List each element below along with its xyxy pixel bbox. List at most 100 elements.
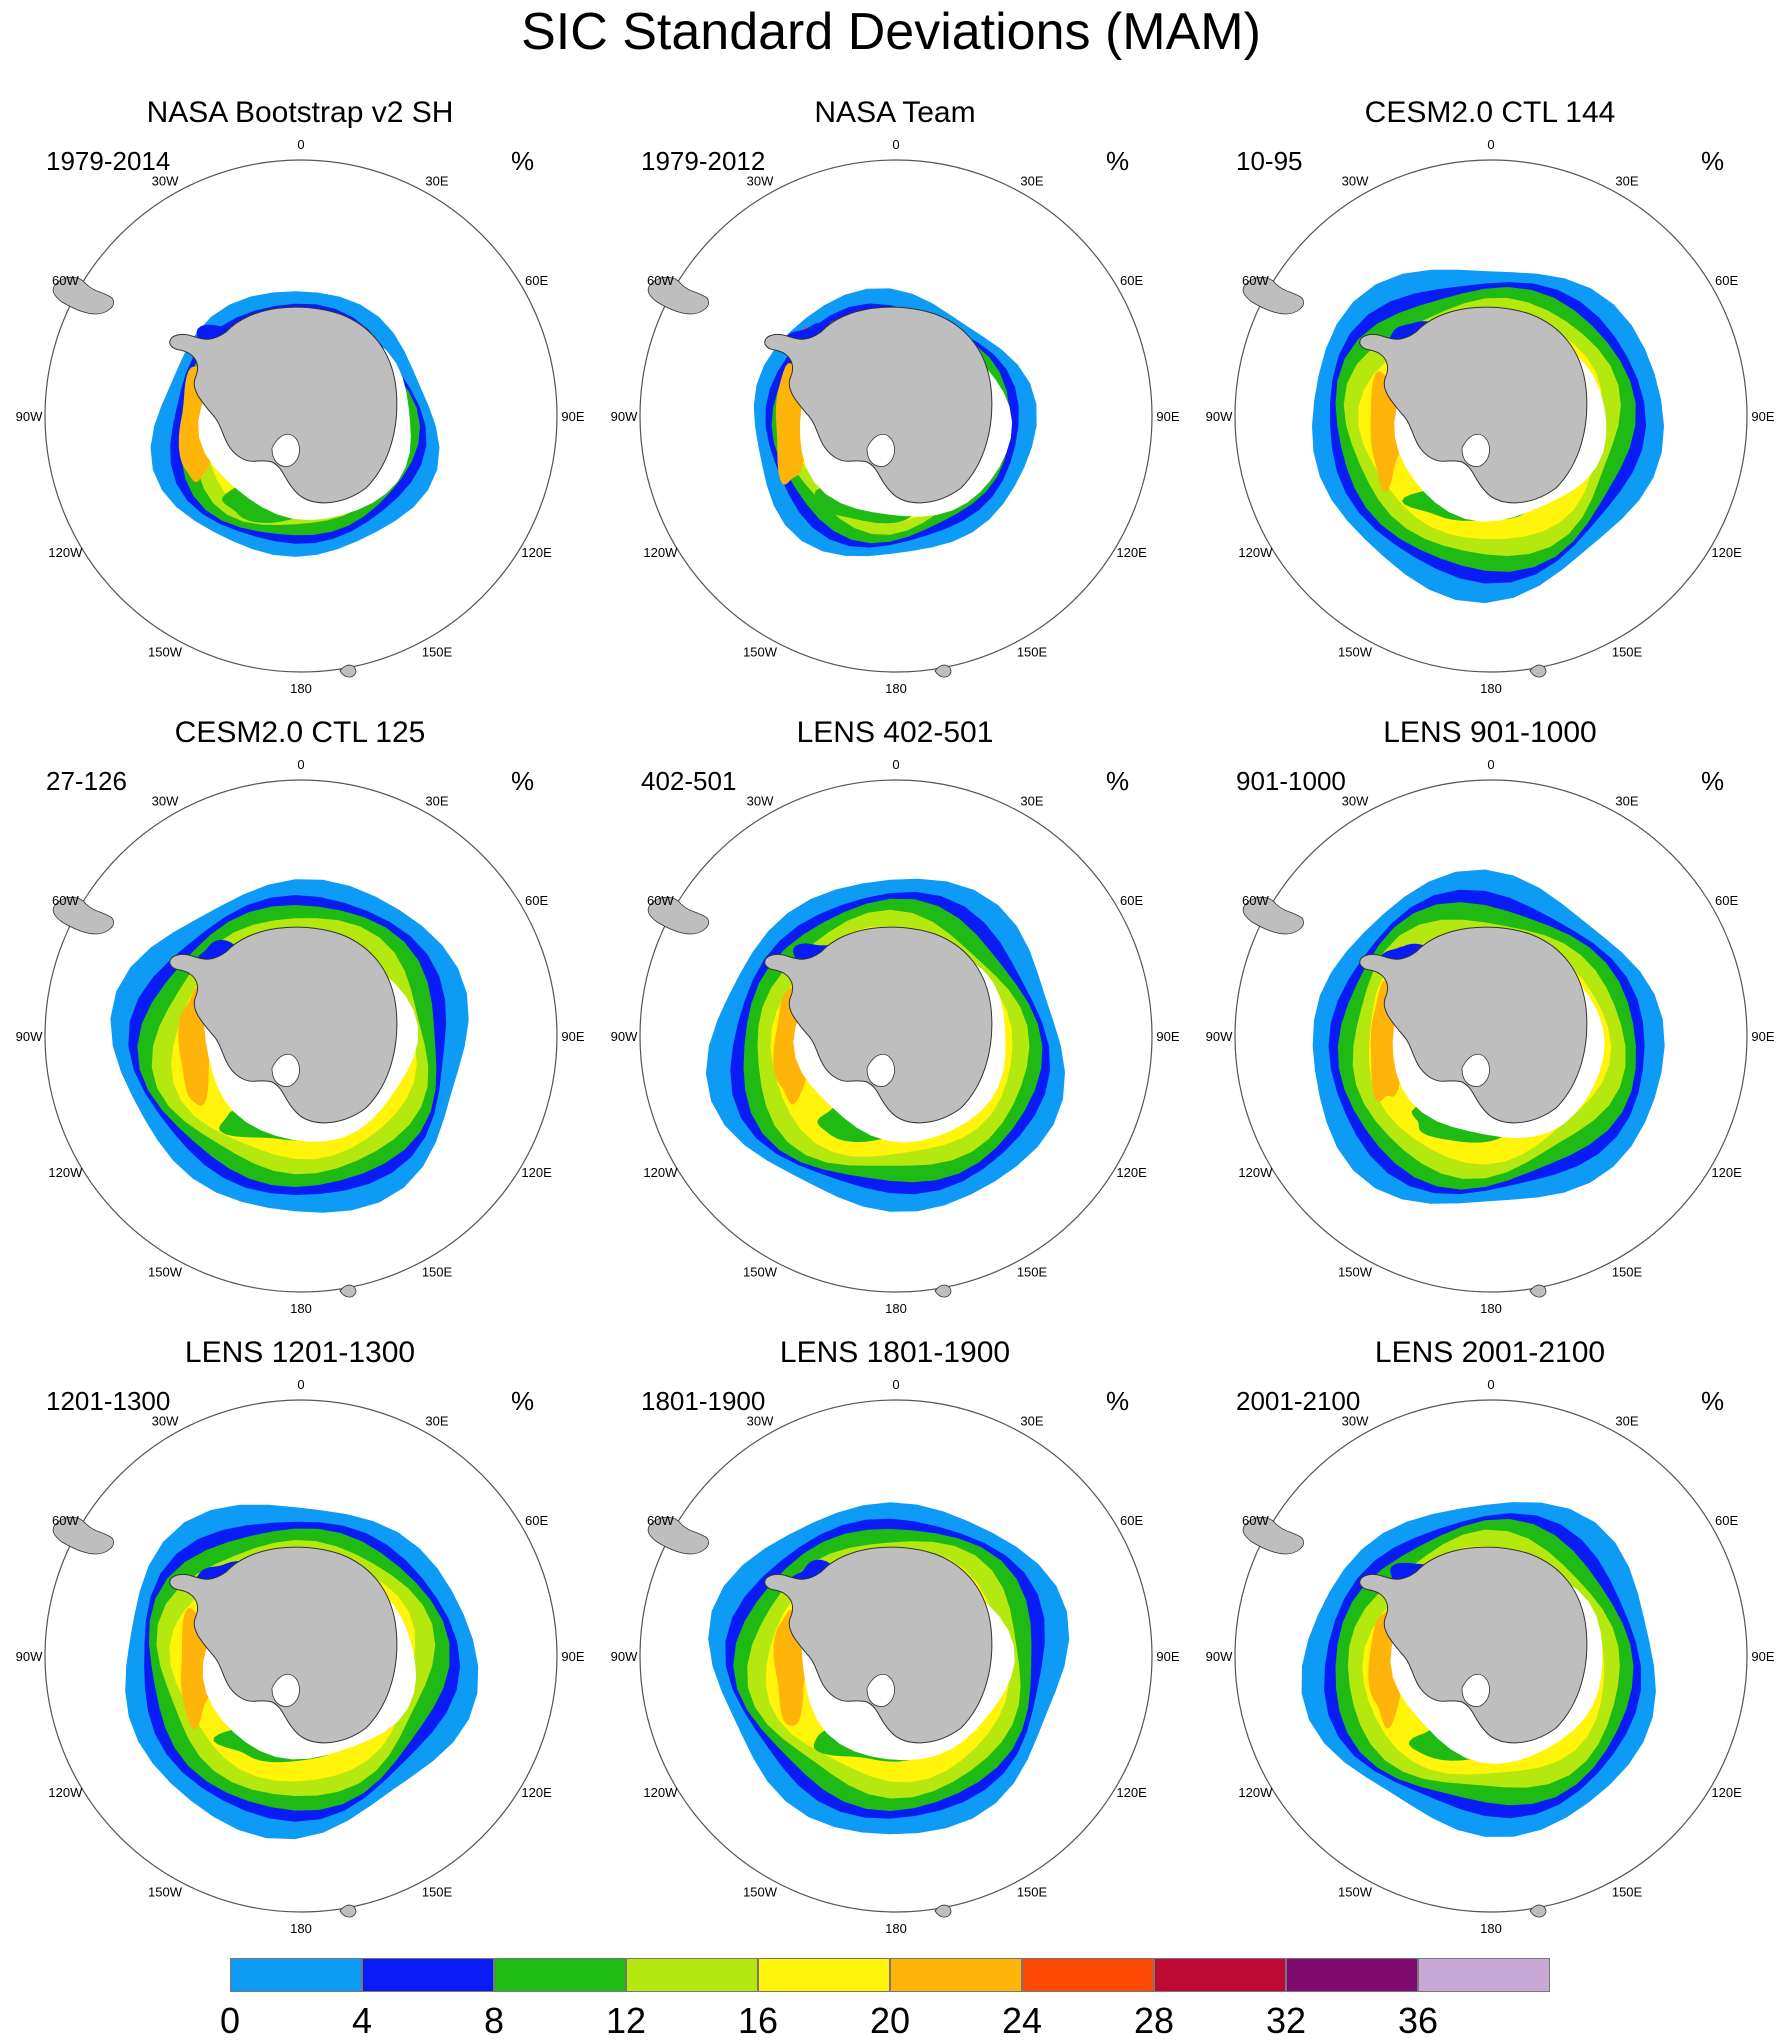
- longitude-label: 90W: [16, 1649, 43, 1664]
- antarctica-landmass: [1359, 306, 1588, 504]
- longitude-label: 120W: [48, 545, 83, 560]
- longitude-label: 30W: [152, 173, 179, 188]
- longitude-label: 120W: [1238, 1165, 1273, 1180]
- longitude-label: 150E: [1017, 1885, 1048, 1900]
- colorbar-segment: [1022, 1958, 1154, 1992]
- island-landmass: [1529, 664, 1547, 678]
- polar-map: 0 30E 60E 90E 120E 150E 180 150W 120W 90W 60W 30W: [611, 137, 1180, 696]
- longitude-label: 30E: [1615, 173, 1638, 188]
- longitude-label: 90E: [561, 1649, 584, 1664]
- longitude-label: 30W: [1342, 173, 1369, 188]
- south-america-landmass: [647, 896, 709, 935]
- longitude-label: 120E: [1116, 1785, 1147, 1800]
- longitude-label: 30E: [1615, 793, 1638, 808]
- longitude-label: 180: [885, 1301, 907, 1316]
- colorbar-segment: [494, 1958, 626, 1992]
- map-panel: LENS 2001-2100 2001-2100% 0 30E 60E 90E 120E 15…: [1190, 1336, 1782, 1936]
- map-panel: LENS 901-1000 901-1000% 0 30E 60E 90E 120E 150E…: [1190, 716, 1782, 1316]
- longitude-label: 90E: [1156, 409, 1179, 424]
- longitude-label: 90W: [1206, 409, 1233, 424]
- longitude-label: 180: [885, 681, 907, 696]
- longitude-label: 120W: [1238, 1785, 1273, 1800]
- longitude-label: 0: [892, 757, 899, 772]
- unit-label: %: [511, 766, 535, 796]
- longitude-label: 180: [1480, 1921, 1502, 1936]
- ice-shelf: [271, 1054, 300, 1087]
- polar-map: 0 30E 60E 90E 120E 150E 180 150W 120W 90W 60W 30W: [611, 757, 1180, 1316]
- colorbar-segment: [758, 1958, 890, 1992]
- island-landmass: [934, 1284, 952, 1298]
- longitude-label: 60W: [647, 1513, 674, 1528]
- polar-map: 0 30E 60E 90E 120E 150E 180 150W 120W 90W 60W 30W: [611, 1377, 1180, 1936]
- colorbar-tick-label: 12: [605, 2000, 647, 2041]
- longitude-label: 30W: [1342, 793, 1369, 808]
- longitude-label: 150E: [1612, 1265, 1643, 1280]
- island-landmass: [934, 664, 952, 678]
- longitude-label: 60W: [1242, 273, 1269, 288]
- longitude-label: 60W: [1242, 1513, 1269, 1528]
- panel-period: 1979-2014: [46, 146, 171, 176]
- longitude-label: 120W: [48, 1165, 83, 1180]
- colorbar-tick-label: 16: [737, 2000, 779, 2041]
- panel-title: LENS 1801-1900: [779, 1336, 1011, 1369]
- longitude-label: 150W: [148, 1265, 183, 1280]
- longitude-label: 150W: [148, 645, 183, 660]
- longitude-label: 60E: [1715, 273, 1738, 288]
- longitude-label: 30W: [747, 1413, 774, 1428]
- longitude-label: 30W: [747, 173, 774, 188]
- colorbar-tick-label: 24: [1001, 2000, 1043, 2041]
- colorbar-segment: [626, 1958, 758, 1992]
- longitude-label: 90E: [561, 1029, 584, 1044]
- polar-map: 0 30E 60E 90E 120E 150E 180 150W 120W 90W 60W 30W: [1206, 137, 1775, 696]
- colorbar-segment: [1154, 1958, 1286, 1992]
- island-landmass: [1529, 1904, 1547, 1918]
- ice-shelf: [866, 434, 895, 467]
- unit-label: %: [511, 1386, 535, 1416]
- panel-title: LENS 1201-1300: [184, 1336, 416, 1369]
- longitude-label: 150W: [1338, 645, 1373, 660]
- longitude-label: 120E: [521, 545, 552, 560]
- south-america-landmass: [1242, 1516, 1304, 1555]
- island-landmass: [339, 664, 357, 678]
- colorbar-segment: [1286, 1958, 1418, 1992]
- map-panel: CESM2.0 CTL 144 10-95% 0 30E 60E 90E 120E 150E 1…: [1190, 96, 1782, 696]
- longitude-label: 90W: [1206, 1029, 1233, 1044]
- longitude-label: 150W: [743, 1265, 778, 1280]
- longitude-label: 180: [290, 1921, 312, 1936]
- longitude-label: 0: [1487, 137, 1494, 152]
- longitude-label: 60W: [52, 893, 79, 908]
- map-panel: NASA Bootstrap v2 SH 1979-2014% 0 30E 60E 90E…: [0, 96, 600, 696]
- south-america-landmass: [1242, 896, 1304, 935]
- longitude-label: 120W: [643, 1785, 678, 1800]
- figure-title: SIC Standard Deviations (MAM): [521, 3, 1261, 61]
- colorbar-tick-label: 28: [1133, 2000, 1175, 2041]
- panel-title: CESM2.0 CTL 125: [174, 716, 426, 749]
- longitude-label: 90W: [611, 1029, 638, 1044]
- ice-shelf: [866, 1674, 895, 1707]
- longitude-label: 120E: [1711, 1165, 1742, 1180]
- longitude-label: 120W: [643, 545, 678, 560]
- island-landmass: [339, 1284, 357, 1298]
- longitude-label: 120E: [1711, 545, 1742, 560]
- unit-label: %: [1701, 1386, 1725, 1416]
- polar-map: 0 30E 60E 90E 120E 150E 180 150W 120W 90W 60W 30W: [1206, 1377, 1775, 1936]
- colorbar-tick-label: 20: [869, 2000, 911, 2041]
- longitude-label: 150E: [1612, 645, 1643, 660]
- south-america-landmass: [52, 276, 114, 315]
- longitude-label: 0: [297, 137, 304, 152]
- colorbar-segment: [362, 1958, 494, 1992]
- panel-period: 2001-2100: [1236, 1386, 1361, 1416]
- polar-map: 0 30E 60E 90E 120E 150E 180 150W 120W 90W 60W 30W: [16, 1377, 585, 1936]
- longitude-label: 180: [885, 1921, 907, 1936]
- antarctica-landmass: [1359, 926, 1588, 1124]
- panel-period: 1801-1900: [641, 1386, 766, 1416]
- longitude-label: 180: [1480, 681, 1502, 696]
- longitude-label: 0: [892, 1377, 899, 1392]
- panel-title: LENS 402-501: [796, 716, 994, 749]
- longitude-label: 0: [297, 1377, 304, 1392]
- longitude-label: 120E: [521, 1785, 552, 1800]
- colorbar-tick-label: 0: [219, 2000, 241, 2041]
- unit-label: %: [511, 146, 535, 176]
- longitude-label: 30E: [425, 1413, 448, 1428]
- panel-title: LENS 901-1000: [1383, 716, 1597, 749]
